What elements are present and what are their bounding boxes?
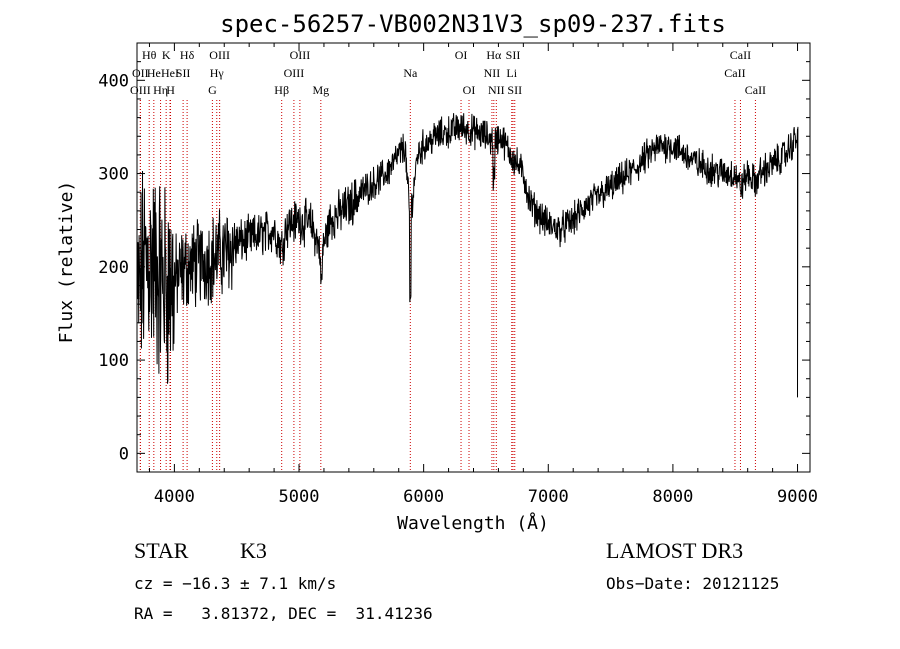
line-label: Hθ: [142, 48, 157, 62]
line-label: OIII: [130, 83, 151, 97]
line-label: NII: [488, 83, 505, 97]
x-tick-label: 6000: [403, 487, 444, 507]
object-type: STAR: [134, 538, 189, 563]
x-axis-label: Wavelength (Å): [397, 512, 549, 534]
y-axis-ticks: 0 100 200 300 400: [98, 42, 810, 473]
line-label: SII: [176, 66, 191, 80]
line-label: NII: [484, 66, 501, 80]
line-label: Hβ: [274, 83, 289, 97]
y-tick-label: 300: [98, 165, 129, 185]
line-label: OI: [455, 48, 468, 62]
line-label: Hδ: [180, 48, 195, 62]
line-label: OIII: [284, 66, 305, 80]
line-label: G: [208, 83, 217, 97]
spectral-subclass: K3: [240, 538, 267, 563]
line-label: H: [166, 83, 175, 97]
line-label: K: [162, 48, 171, 62]
x-tick-label: 9000: [777, 487, 818, 507]
line-label: OIII: [209, 48, 230, 62]
x-tick-label: 7000: [528, 487, 569, 507]
redshift-readout: cz = −16.3 ± 7.1 km/s: [134, 574, 337, 593]
spectral-line-markers: [139, 100, 756, 472]
line-label: Hη: [153, 83, 168, 97]
y-tick-label: 100: [98, 351, 129, 371]
line-label: Mg: [312, 83, 329, 97]
coordinates-readout: RA = 3.81372, DEC = 31.41236: [134, 604, 433, 623]
survey-name: LAMOST DR3: [606, 538, 744, 563]
line-label: Hγ: [210, 66, 225, 80]
line-label: CaII: [745, 83, 766, 97]
y-tick-label: 400: [98, 71, 129, 91]
line-label: Na: [403, 66, 418, 80]
line-label: Hα: [486, 48, 502, 62]
line-label: He: [147, 66, 161, 80]
x-tick-label: 8000: [652, 487, 693, 507]
y-axis-label: Flux (relative): [56, 181, 77, 344]
line-label: CaII: [730, 48, 751, 62]
plot-frame: [136, 42, 811, 473]
chart-title: spec-56257-VB002N31V3_sp09-237.fits: [220, 10, 726, 38]
observation-date: Obs−Date: 20121125: [606, 574, 780, 593]
spectrum-line: [137, 113, 799, 398]
line-label: Li: [506, 66, 517, 80]
line-label: OIII: [290, 48, 311, 62]
line-label: SII: [507, 83, 522, 97]
x-tick-label: 5000: [279, 487, 320, 507]
line-label: HeI: [161, 66, 179, 80]
line-label: CaII: [724, 66, 745, 80]
x-tick-label: 4000: [154, 487, 195, 507]
y-tick-label: 0: [119, 444, 129, 464]
line-label: SII: [506, 48, 521, 62]
y-tick-label: 200: [98, 258, 129, 278]
x-axis-ticks: 4000 5000 6000 7000 8000 9000: [148, 43, 818, 507]
line-label: OII: [132, 66, 149, 80]
line-label: OI: [463, 83, 476, 97]
